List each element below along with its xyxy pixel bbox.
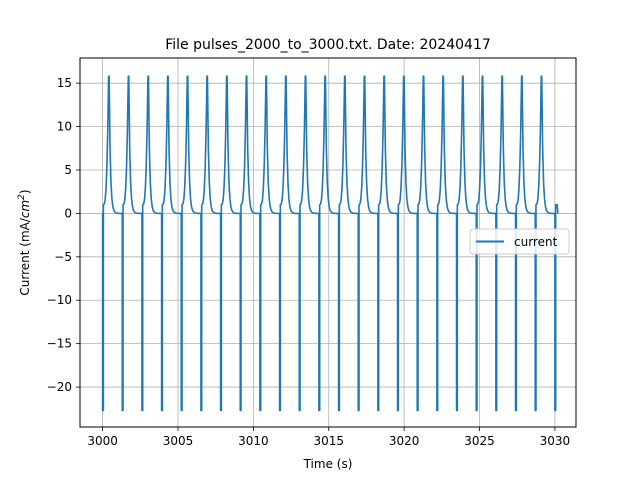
x-tick-label: 3020	[389, 434, 420, 448]
y-axis-label-unit-base: cm	[18, 200, 32, 218]
x-tick-label: 3000	[87, 434, 118, 448]
y-tick-label: −20	[47, 380, 72, 394]
chart-title: File pulses_2000_to_3000.txt. Date: 2024…	[165, 37, 491, 53]
y-tick-label: 15	[57, 76, 72, 90]
legend: current	[469, 228, 570, 255]
y-tick-label: 10	[57, 120, 72, 134]
x-tick-label: 3010	[238, 434, 269, 448]
y-tick-label: −5	[54, 250, 72, 264]
legend-entry-current: current	[514, 235, 558, 249]
y-axis-label-prefix: Current (mA/	[18, 217, 32, 295]
x-tick-label: 3005	[163, 434, 194, 448]
x-axis-label: Time (s)	[303, 457, 353, 471]
y-axis-label-suffix: )	[18, 189, 32, 194]
legend-box	[469, 228, 570, 255]
ticks: 3000 3005 3010 3015 3020 3025 3030 −20 −15 −10 −5 0…	[47, 76, 570, 448]
y-tick-label: −10	[47, 293, 72, 307]
plot-frame	[79, 57, 577, 428]
x-tick-label: 3015	[313, 434, 344, 448]
series-layer	[101, 75, 559, 412]
y-axis-label: Current (mA/cm2)	[17, 189, 32, 295]
x-tick-label: 3030	[540, 434, 571, 448]
y-tick-label: 5	[64, 163, 72, 177]
y-axis-label-unit-exp: 2	[17, 194, 27, 200]
x-tick-label: 3025	[464, 434, 495, 448]
series-current-line	[101, 75, 559, 412]
y-tick-label: 0	[64, 206, 72, 220]
y-tick-label: −15	[47, 337, 72, 351]
